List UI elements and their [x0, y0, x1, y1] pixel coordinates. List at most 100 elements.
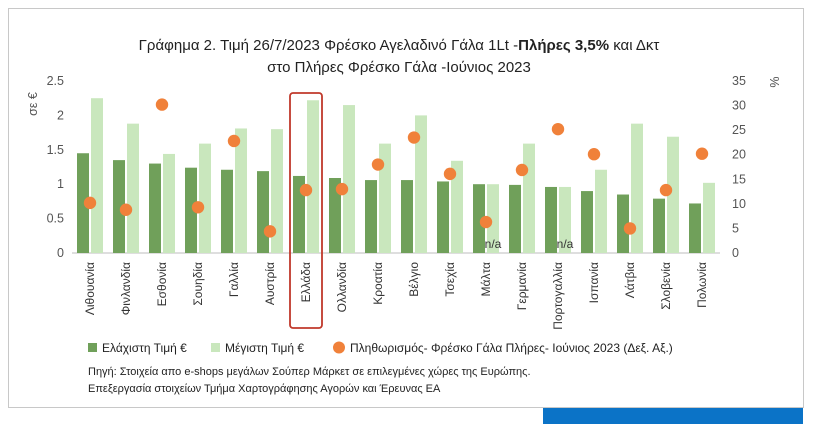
dot-inflation-10 — [443, 167, 457, 181]
bar-max-4 — [235, 128, 247, 253]
bar-min-4 — [221, 169, 233, 253]
x-tick-label-9: Βέλγιο — [407, 262, 421, 297]
annotation-na-0: n/a — [485, 237, 502, 251]
bar-max-13 — [559, 186, 571, 253]
y-tick-left: 2.5 — [47, 74, 64, 88]
legend-swatch-max — [211, 343, 220, 352]
x-tick-label-4: Γαλλία — [227, 262, 241, 297]
dot-inflation-1 — [119, 203, 133, 216]
y-tick-right: 35 — [732, 74, 746, 88]
y-axis-right-label: % — [767, 76, 781, 87]
bar-min-9 — [401, 180, 413, 253]
bar-min-16 — [653, 198, 665, 253]
bar-min-14 — [581, 191, 593, 253]
bar-min-0 — [77, 153, 89, 253]
y-tick-left: 1.5 — [47, 143, 64, 157]
x-tick-label-2: Εσθονία — [155, 262, 169, 306]
x-tick-label-3: Σουηδία — [191, 262, 205, 306]
bar-max-11 — [487, 184, 499, 253]
y-tick-right: 15 — [732, 172, 746, 186]
dot-inflation-14 — [587, 148, 601, 161]
dot-inflation-12 — [515, 163, 529, 177]
x-tick-label-17: Πολωνία — [695, 262, 709, 308]
bar-max-14 — [595, 169, 607, 253]
dot-inflation-0 — [83, 196, 97, 210]
legend-label-min: Ελάχιστη Τιμή € — [102, 341, 187, 355]
dot-inflation-4 — [227, 134, 241, 148]
dot-inflation-2 — [155, 98, 169, 111]
bar-min-11 — [473, 184, 485, 253]
source-line-1: Πηγή: Στοιχεία απο e-shops μεγάλων Σούπε… — [88, 366, 531, 378]
chart-title-line2: στο Πλήρες Φρέσκο Γάλα -Ιούνιος 2023 — [267, 59, 531, 76]
bar-max-2 — [163, 153, 175, 253]
bar-max-10 — [451, 160, 463, 253]
bar-min-8 — [365, 180, 377, 253]
dot-inflation-7 — [335, 182, 349, 196]
x-tick-label-14: Ισπανία — [587, 262, 601, 303]
x-tick-label-11: Μάλτα — [479, 262, 493, 297]
x-tick-label-8: Κροατία — [371, 262, 385, 305]
x-tick-label-15: Λάτβια — [623, 262, 637, 298]
bar-min-2 — [149, 163, 161, 253]
y-tick-right: 30 — [732, 99, 746, 113]
bar-min-7 — [329, 178, 341, 253]
x-tick-label-13: Πορτογαλλία — [551, 262, 565, 330]
bar-max-3 — [199, 143, 211, 253]
legend-swatch-inflation — [333, 341, 345, 354]
source-line-2: Επεξεργασία στοιχείων Τμήμα Χαρτογράφηση… — [88, 383, 441, 395]
bar-max-7 — [343, 105, 355, 253]
y-tick-right: 20 — [732, 148, 746, 162]
x-tick-label-12: Γερμανία — [515, 262, 529, 310]
bar-max-1 — [127, 123, 139, 253]
dot-inflation-13 — [551, 122, 565, 136]
bar-max-0 — [91, 98, 103, 253]
annotation-na-1: n/a — [557, 237, 574, 251]
bar-min-12 — [509, 184, 521, 253]
bar-min-1 — [113, 160, 125, 253]
bar-max-12 — [523, 143, 535, 253]
y-tick-right: 0 — [732, 246, 739, 260]
bar-min-5 — [257, 171, 269, 253]
chart-title-line1: Γράφημα 2. Τιμή 26/7/2023 Φρέσκο Αγελαδι… — [139, 37, 660, 54]
bar-min-10 — [437, 181, 449, 253]
bar-max-6 — [307, 100, 319, 253]
y-tick-left: 0 — [57, 246, 64, 260]
y-tick-right: 5 — [732, 221, 739, 235]
x-tick-label-6: Ελλάδα — [299, 262, 313, 302]
dot-inflation-3 — [191, 201, 205, 214]
bar-min-6 — [293, 175, 305, 253]
bar-max-17 — [703, 182, 715, 253]
dot-inflation-16 — [659, 183, 673, 197]
x-tick-label-7: Ολλανδία — [335, 262, 349, 312]
dot-inflation-11 — [479, 215, 493, 229]
y-tick-left: 1 — [57, 177, 64, 191]
y-tick-left: 2 — [57, 108, 64, 122]
dot-inflation-15 — [623, 222, 637, 235]
dot-inflation-17 — [695, 147, 709, 160]
bar-min-13 — [545, 186, 557, 253]
legend-label-inflation: Πληθωρισμός- Φρέσκο Γάλα Πλήρες- Ιούνιος… — [350, 341, 673, 355]
y-tick-right: 10 — [732, 197, 746, 211]
dot-inflation-9 — [407, 131, 421, 144]
bar-min-3 — [185, 167, 197, 253]
legend-swatch-min — [88, 343, 97, 352]
bar-min-15 — [617, 194, 629, 253]
bar-max-16 — [667, 136, 679, 253]
x-tick-label-1: Φινλανδία — [119, 262, 133, 315]
legend-label-max: Μέγιστη Τιμή € — [225, 341, 304, 355]
x-tick-label-5: Αυστρία — [263, 262, 277, 305]
dot-inflation-8 — [371, 158, 385, 171]
x-tick-label-10: Τσεχία — [443, 262, 457, 297]
dot-inflation-6 — [299, 183, 313, 197]
dot-inflation-5 — [263, 225, 277, 238]
bar-max-15 — [631, 123, 643, 253]
highlight-box-ellada — [289, 92, 323, 329]
bar-max-8 — [379, 143, 391, 253]
y-axis-left-label: σε € — [26, 92, 40, 116]
y-tick-left: 0.5 — [47, 212, 64, 226]
bar-max-9 — [415, 115, 427, 254]
legend: Ελάχιστη Τιμή € Μέγιστη Τιμή € Πληθωρισμ… — [88, 341, 673, 355]
bar-min-17 — [689, 203, 701, 253]
x-tick-label-16: Σλοβενία — [659, 262, 673, 310]
